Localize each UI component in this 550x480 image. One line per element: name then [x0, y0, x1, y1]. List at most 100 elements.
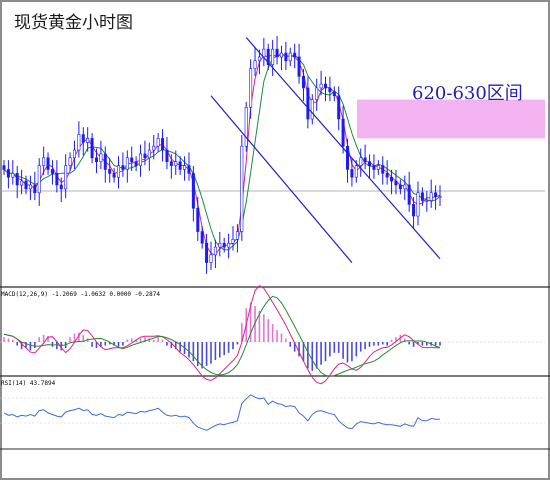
candle-body [42, 157, 46, 166]
candle-body [24, 180, 28, 190]
candle-body [134, 161, 138, 166]
candle-body [187, 165, 191, 174]
candle-body [33, 184, 37, 194]
ma-slow-line [3, 54, 441, 251]
candle-body [125, 157, 129, 170]
candle-body [354, 165, 358, 178]
candle-body [350, 169, 354, 178]
candle-body [68, 157, 72, 166]
candle-body [416, 192, 420, 217]
candle-body [262, 48, 266, 58]
candle-body [81, 134, 85, 143]
candle-body [293, 52, 297, 58]
candle-body [112, 173, 116, 178]
candle-body [196, 207, 200, 232]
candle-body [72, 149, 76, 159]
candle-body [390, 176, 394, 182]
candle-body [103, 153, 107, 170]
candle-body [20, 180, 24, 186]
candle-body [376, 165, 380, 170]
candle-body [257, 56, 261, 62]
candle-body [37, 165, 41, 194]
candle-body [249, 68, 253, 108]
candle-body [213, 246, 217, 256]
macd-label: MACD(12,26,9) -1.2069 -1.0632 0.0000 -0.… [1, 291, 160, 298]
candle-body [152, 145, 156, 151]
candle-body [420, 192, 424, 201]
candle-body [139, 153, 143, 166]
descending-channel [210, 37, 441, 263]
candle-body [266, 48, 270, 65]
candle-body [341, 118, 345, 147]
candle-body [143, 153, 147, 159]
candle-body [368, 161, 372, 166]
candle-body [227, 242, 231, 248]
candle-body [310, 99, 314, 120]
candle-body [156, 138, 160, 147]
candle-body [161, 138, 165, 151]
candle-body [165, 149, 169, 163]
candle-body [174, 161, 178, 166]
candle-body [412, 204, 416, 217]
price-zone-rect [357, 99, 545, 139]
channel-upper-line [245, 37, 441, 260]
candle-body [147, 149, 151, 159]
candle-body [169, 161, 173, 166]
candle-body [90, 138, 94, 159]
candle-body [284, 52, 288, 62]
candle-body [337, 95, 341, 120]
candles [2, 35, 442, 274]
candle-body [403, 184, 407, 190]
candle-body [323, 83, 327, 89]
candle-body [86, 138, 90, 143]
candle-body [288, 52, 292, 62]
candle-body [11, 173, 15, 178]
candle-body [253, 60, 257, 69]
candle-body [231, 239, 235, 244]
candle-body [59, 184, 63, 190]
macd-signal-line [3, 295, 441, 377]
candle-body [94, 157, 98, 163]
chart-title: 现货黄金小时图 [14, 13, 133, 33]
candle-body [315, 87, 319, 100]
zone-label: 620-630区间 [412, 83, 523, 104]
candle-body [121, 165, 125, 170]
candle-body [429, 192, 433, 201]
candle-body [297, 56, 301, 77]
candle-body [328, 87, 332, 93]
candle-body [332, 91, 336, 97]
candle-body [279, 52, 283, 58]
candle-body [363, 157, 367, 163]
candle-body [359, 157, 363, 166]
candle-body [434, 192, 438, 197]
candle-body [218, 242, 222, 248]
macd-main-line [3, 285, 440, 385]
candle-body [15, 173, 19, 186]
candle-body [108, 169, 112, 174]
candle-body [381, 165, 385, 174]
candle-body [240, 145, 244, 232]
candle-body [235, 231, 239, 240]
candle-body [205, 242, 209, 263]
candle-body [28, 184, 32, 190]
candle-body [191, 173, 195, 209]
rsi-label: RSI(14) 43.7894 [1, 380, 56, 387]
candle-body [425, 200, 429, 202]
candle-body [77, 134, 81, 151]
macd-lines [3, 285, 441, 385]
candle-body [319, 83, 323, 89]
candle-body [6, 169, 10, 178]
candle-body [55, 173, 59, 186]
rsi-path [3, 394, 440, 431]
candle-body [130, 157, 134, 163]
candle-body [398, 184, 402, 190]
candle-body [372, 165, 376, 170]
candle-body [275, 48, 279, 58]
candle-body [2, 165, 6, 170]
candle-body [200, 231, 204, 244]
candle-body [438, 196, 442, 198]
candle-body [178, 161, 182, 170]
channel-lower-line [210, 95, 353, 263]
candle-body [306, 87, 310, 120]
